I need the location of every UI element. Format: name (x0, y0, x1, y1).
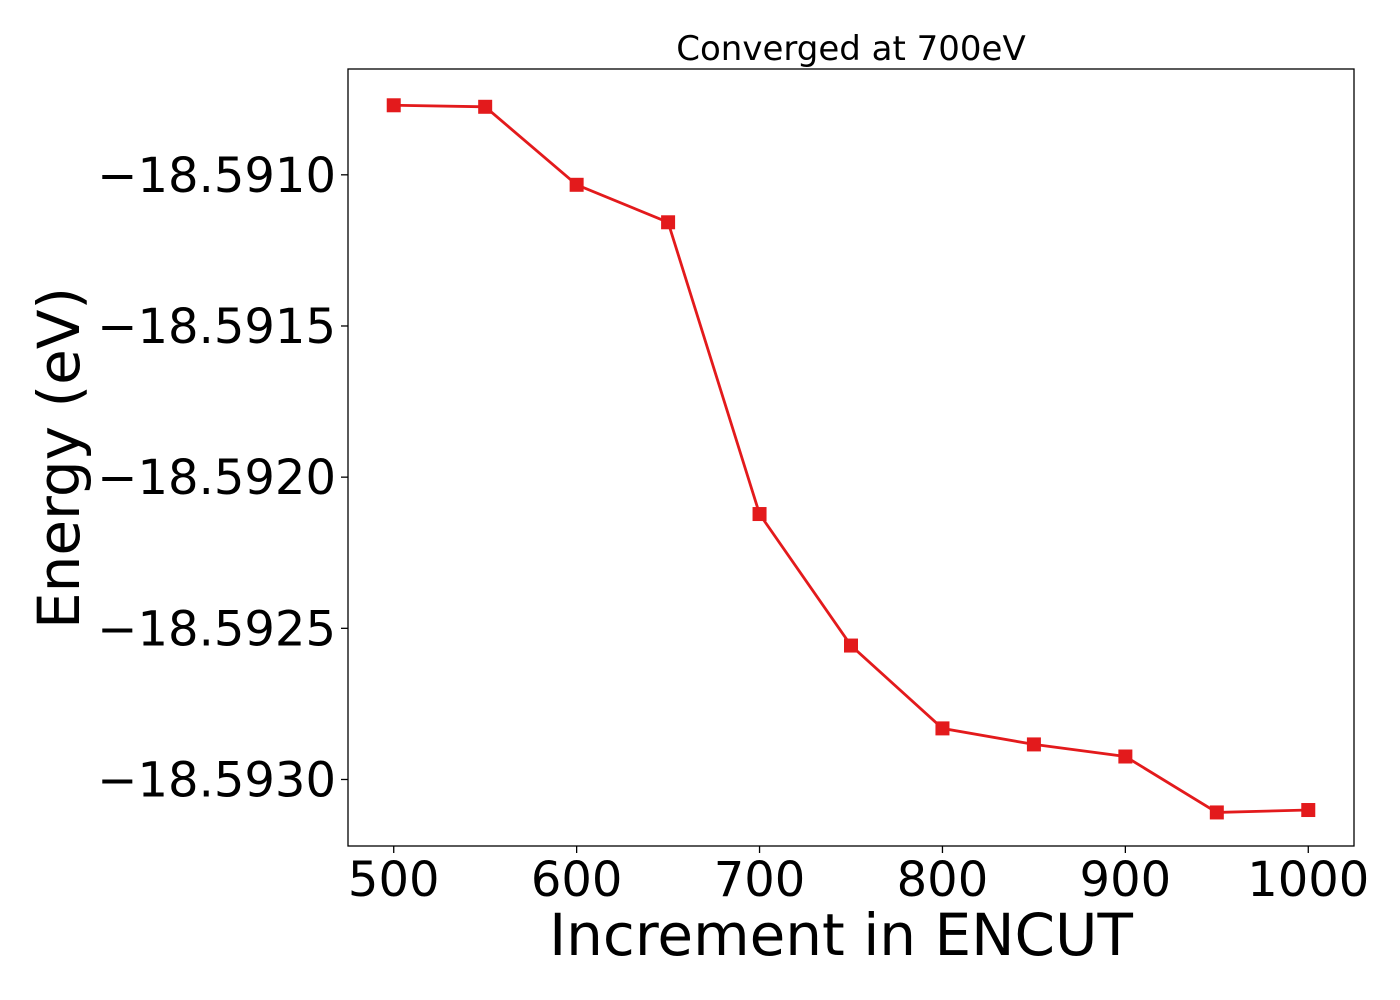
x-tick-label: 1000 (1247, 852, 1369, 908)
chart-title: Converged at 700eV (676, 29, 1025, 69)
data-point-marker (1026, 737, 1041, 752)
x-tick-label: 700 (714, 852, 806, 908)
x-tick-label: 500 (348, 852, 440, 908)
data-point-marker (1301, 803, 1316, 818)
data-point-marker (844, 638, 858, 653)
data-point-marker (1118, 749, 1133, 764)
data-point-marker (661, 215, 676, 230)
series-layer (386, 98, 1316, 820)
y-tick-label: −18.5920 (97, 450, 336, 506)
y-axis-ticks: −18.5910 −18.5915 −18.5920 −18.5925 −18.5930 (97, 148, 348, 808)
y-axis-label: Energy (eV) (25, 287, 93, 629)
x-tick-label: 900 (1080, 852, 1172, 908)
x-axis-label: Increment in ENCUT (549, 901, 1133, 969)
y-tick-label: −18.5915 (97, 299, 336, 355)
y-tick-label: −18.5930 (97, 752, 336, 808)
data-point-marker (1209, 805, 1224, 820)
data-point-marker (386, 98, 401, 113)
y-tick-label: −18.5925 (97, 601, 336, 657)
data-point-marker (752, 507, 767, 522)
x-axis-ticks: 500 600 700 800 900 1000 (348, 846, 1369, 908)
y-tick-label: −18.5910 (97, 148, 336, 204)
energy-series-line (393, 103, 1309, 814)
data-point-marker (569, 177, 584, 192)
x-tick-label: 800 (897, 852, 989, 908)
x-tick-label: 600 (531, 852, 623, 908)
data-point-marker (478, 99, 493, 114)
plot-area-frame (347, 68, 1355, 847)
data-point-marker (935, 721, 950, 736)
